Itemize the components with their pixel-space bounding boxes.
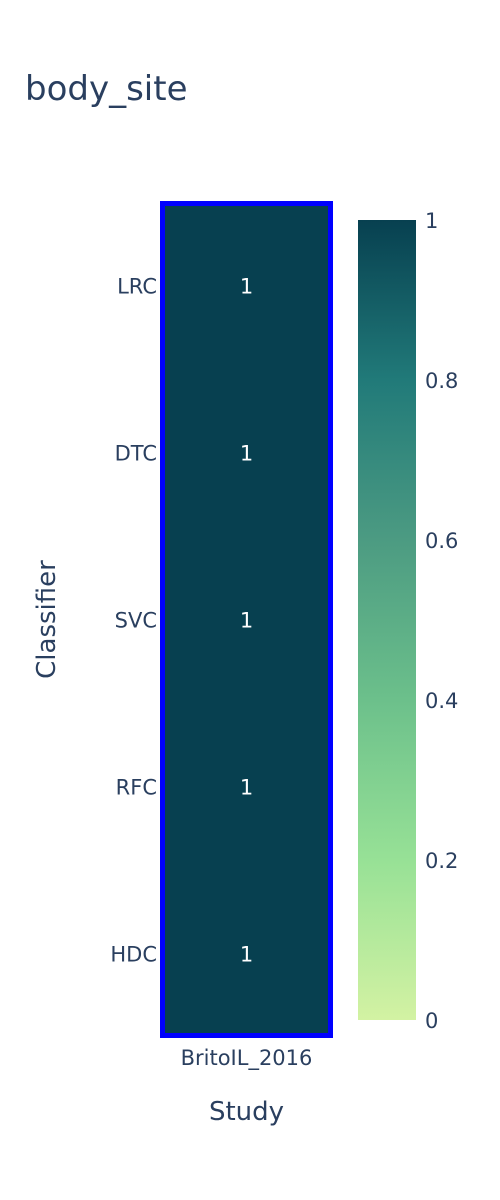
colorbar	[358, 220, 416, 1020]
heatmap-cell	[161, 202, 332, 369]
heatmap-cell-labels: 1 1 1 1 1	[240, 275, 253, 967]
x-axis-ticks: BritoIL_2016	[181, 1046, 313, 1071]
y-tick-label: SVC	[115, 609, 157, 633]
heatmap-cell	[161, 703, 332, 870]
cell-value-label: 1	[240, 776, 253, 800]
colorbar-tick-label: 0.8	[425, 369, 458, 393]
heatmap-cells	[161, 202, 332, 1037]
y-tick-label: DTC	[115, 442, 157, 466]
cell-value-label: 1	[240, 442, 253, 466]
heatmap-cell	[161, 369, 332, 536]
x-axis-title: Study	[209, 1097, 284, 1127]
x-tick-label: BritoIL_2016	[181, 1046, 313, 1071]
y-axis-ticks: LRC DTC SVC RFC HDC	[110, 275, 157, 967]
colorbar-tick-label: 1	[425, 209, 438, 233]
column-highlight-border	[160, 201, 333, 1038]
colorbar-ticks: 0 0.2 0.4 0.6 0.8 1	[425, 209, 458, 1033]
colorbar-tick-label: 0.2	[425, 849, 458, 873]
cell-value-label: 1	[240, 609, 253, 633]
colorbar-tick-label: 0.4	[425, 689, 458, 713]
cell-value-label: 1	[240, 275, 253, 299]
heatmap-cell	[161, 536, 332, 703]
cell-value-label: 1	[240, 943, 253, 967]
chart-title: body_site	[25, 69, 188, 109]
heatmap-cell	[161, 870, 332, 1037]
y-tick-label: HDC	[110, 943, 157, 967]
colorbar-tick-label: 0.6	[425, 529, 458, 553]
y-tick-label: LRC	[117, 275, 157, 299]
colorbar-tick-label: 0	[425, 1009, 438, 1033]
y-tick-label: RFC	[116, 776, 157, 800]
y-axis-title: Classifier	[32, 560, 62, 679]
